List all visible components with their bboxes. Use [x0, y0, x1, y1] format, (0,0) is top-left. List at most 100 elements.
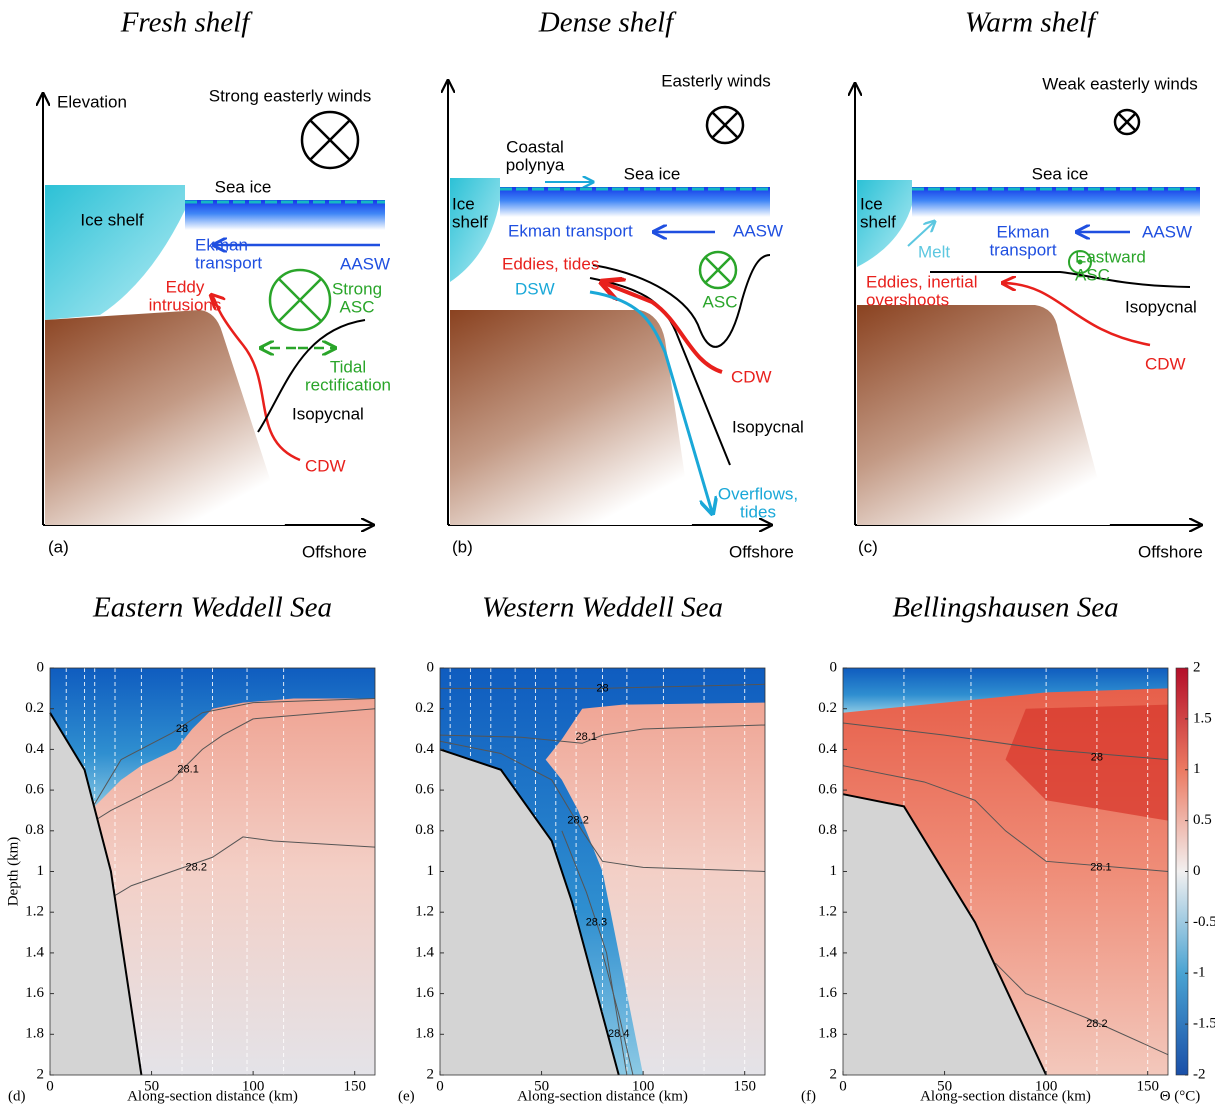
eddies-label: intrusions	[149, 295, 222, 314]
isopycnal-contour	[994, 962, 1169, 1056]
isopycnal-contour	[842, 722, 1169, 761]
sea-ice	[912, 187, 1200, 217]
y-tick-label: 0.2	[25, 700, 44, 716]
melt-arrow	[907, 222, 934, 247]
panel-label: (a)	[48, 537, 69, 556]
ekman-label: transport	[195, 253, 262, 272]
x-tick-label: 0	[436, 1078, 444, 1094]
y-tick-label: 0.6	[415, 782, 434, 798]
sea-ice-label: Sea ice	[1032, 164, 1089, 183]
isopycnal-contour	[439, 740, 766, 872]
y-tick-label: 0.8	[415, 822, 434, 838]
asc-label: Strong	[332, 279, 382, 298]
y-tick-label: 1.8	[415, 1026, 434, 1042]
dsw-arrow	[589, 290, 712, 512]
contour-label: 28.2	[186, 861, 207, 873]
continental-shelf	[857, 305, 1110, 525]
wind-symbol	[300, 110, 360, 170]
y-tick-label: 1.2	[818, 904, 837, 920]
isopycnal-contour	[439, 724, 766, 744]
contour-label: 28.3	[586, 916, 607, 928]
colorbar-tick-label: -1.5	[1193, 1016, 1215, 1032]
winds-label: Weak easterly winds	[1042, 74, 1198, 93]
y-tick-label: 2	[830, 1066, 838, 1082]
x-tick-label: 150	[343, 1078, 366, 1094]
isopycnal-contour	[561, 830, 628, 1076]
panel-label: (f)	[801, 1088, 816, 1104]
y-tick-label: 0.6	[25, 782, 44, 798]
colorbar-tick-label: -2	[1193, 1066, 1206, 1082]
eddies-label: Eddy	[166, 277, 205, 296]
ice-shelf	[45, 185, 185, 320]
sea-ice	[500, 187, 770, 217]
isopycnal-label: Isopycnal	[732, 417, 804, 436]
ice-shelf-label: Ice shelf	[80, 210, 144, 229]
eddies-label: Eddies, tides	[502, 254, 599, 273]
ekman-label: Ekman	[997, 222, 1050, 241]
asc-label: ASC	[1075, 265, 1110, 284]
y-tick-label: 1.4	[818, 944, 837, 960]
winds-label: Strong easterly winds	[209, 86, 372, 105]
y-tick-label: 0.2	[415, 700, 434, 716]
wind-cross	[711, 111, 739, 139]
water-mass-label: AASW	[733, 221, 783, 240]
water-mass-label: AASW	[1142, 222, 1192, 241]
x-tick-label: 150	[1136, 1078, 1159, 1094]
contour-label: 28.1	[576, 731, 597, 743]
asc-label: Eastward	[1075, 247, 1146, 266]
polynya-label: Coastal	[506, 137, 564, 156]
cold-water	[843, 668, 1168, 713]
x-axis-label: Offshore	[302, 542, 367, 561]
wind-symbol	[268, 268, 332, 332]
cold-water	[50, 668, 375, 811]
sea-ice-label: Sea ice	[624, 164, 681, 183]
contour-label: 28	[1091, 751, 1103, 763]
y-tick-label: 0.8	[818, 822, 837, 838]
asc-label: ASC	[340, 297, 375, 316]
y-tick-label: 1.6	[25, 985, 44, 1001]
ekman-label: Ekman	[195, 235, 248, 254]
x-tick-label: 50	[144, 1078, 159, 1094]
sea-ice-label: Sea ice	[215, 177, 272, 196]
wind-symbol	[698, 250, 738, 290]
x-tick-label: 50	[534, 1078, 549, 1094]
panel-title: Bellingshausen Sea	[892, 592, 1118, 624]
wind-symbol	[705, 105, 745, 145]
tidal-label: rectification	[305, 375, 391, 394]
isopycnal-line	[930, 271, 1191, 288]
contour-label: 28.4	[608, 1028, 629, 1040]
x-axis-label: Along-section distance (km)	[920, 1088, 1091, 1104]
wind-cross	[1117, 112, 1137, 132]
cdw-label: CDW	[1145, 354, 1186, 373]
isopycnal-label: Isopycnal	[292, 404, 364, 423]
overflows-label: tides	[740, 502, 776, 521]
colorbar-tick-label: -0.5	[1193, 914, 1215, 930]
panel-title: Warm shelf	[965, 7, 1099, 39]
tidal-label: Tidal	[330, 357, 366, 376]
wind-cross	[277, 277, 323, 323]
contour-label: 28.2	[567, 815, 588, 827]
x-axis-label: Along-section distance (km)	[127, 1088, 298, 1104]
colorbar-tick-label: 1.5	[1193, 710, 1212, 726]
y-tick-label: 1.6	[818, 985, 837, 1001]
seafloor-line	[439, 748, 620, 1076]
wind-cross	[704, 256, 732, 284]
y-tick-label: 0.6	[818, 782, 837, 798]
eddies-label: Eddies, inertial	[866, 272, 978, 291]
contour-label: 28	[176, 723, 188, 735]
x-tick-label: 50	[937, 1078, 952, 1094]
colorbar-label: Θ (°C)	[1160, 1088, 1201, 1104]
x-tick-label: 0	[839, 1078, 847, 1094]
contour-label: 28.1	[1090, 861, 1111, 873]
isopycnal-line	[592, 254, 771, 348]
y-tick-label: 2	[37, 1066, 45, 1082]
ice-shelf	[857, 180, 912, 267]
y-tick-label: 1.4	[25, 944, 44, 960]
isopycnal-line	[257, 319, 366, 433]
x-axis-label: Along-section distance (km)	[517, 1088, 688, 1104]
panel-title: Western Weddell Sea	[482, 592, 723, 624]
x-tick-label: 100	[632, 1078, 655, 1094]
bathymetry	[440, 749, 619, 1075]
seafloor-line	[49, 712, 143, 1076]
winds-label: Easterly winds	[661, 71, 771, 90]
